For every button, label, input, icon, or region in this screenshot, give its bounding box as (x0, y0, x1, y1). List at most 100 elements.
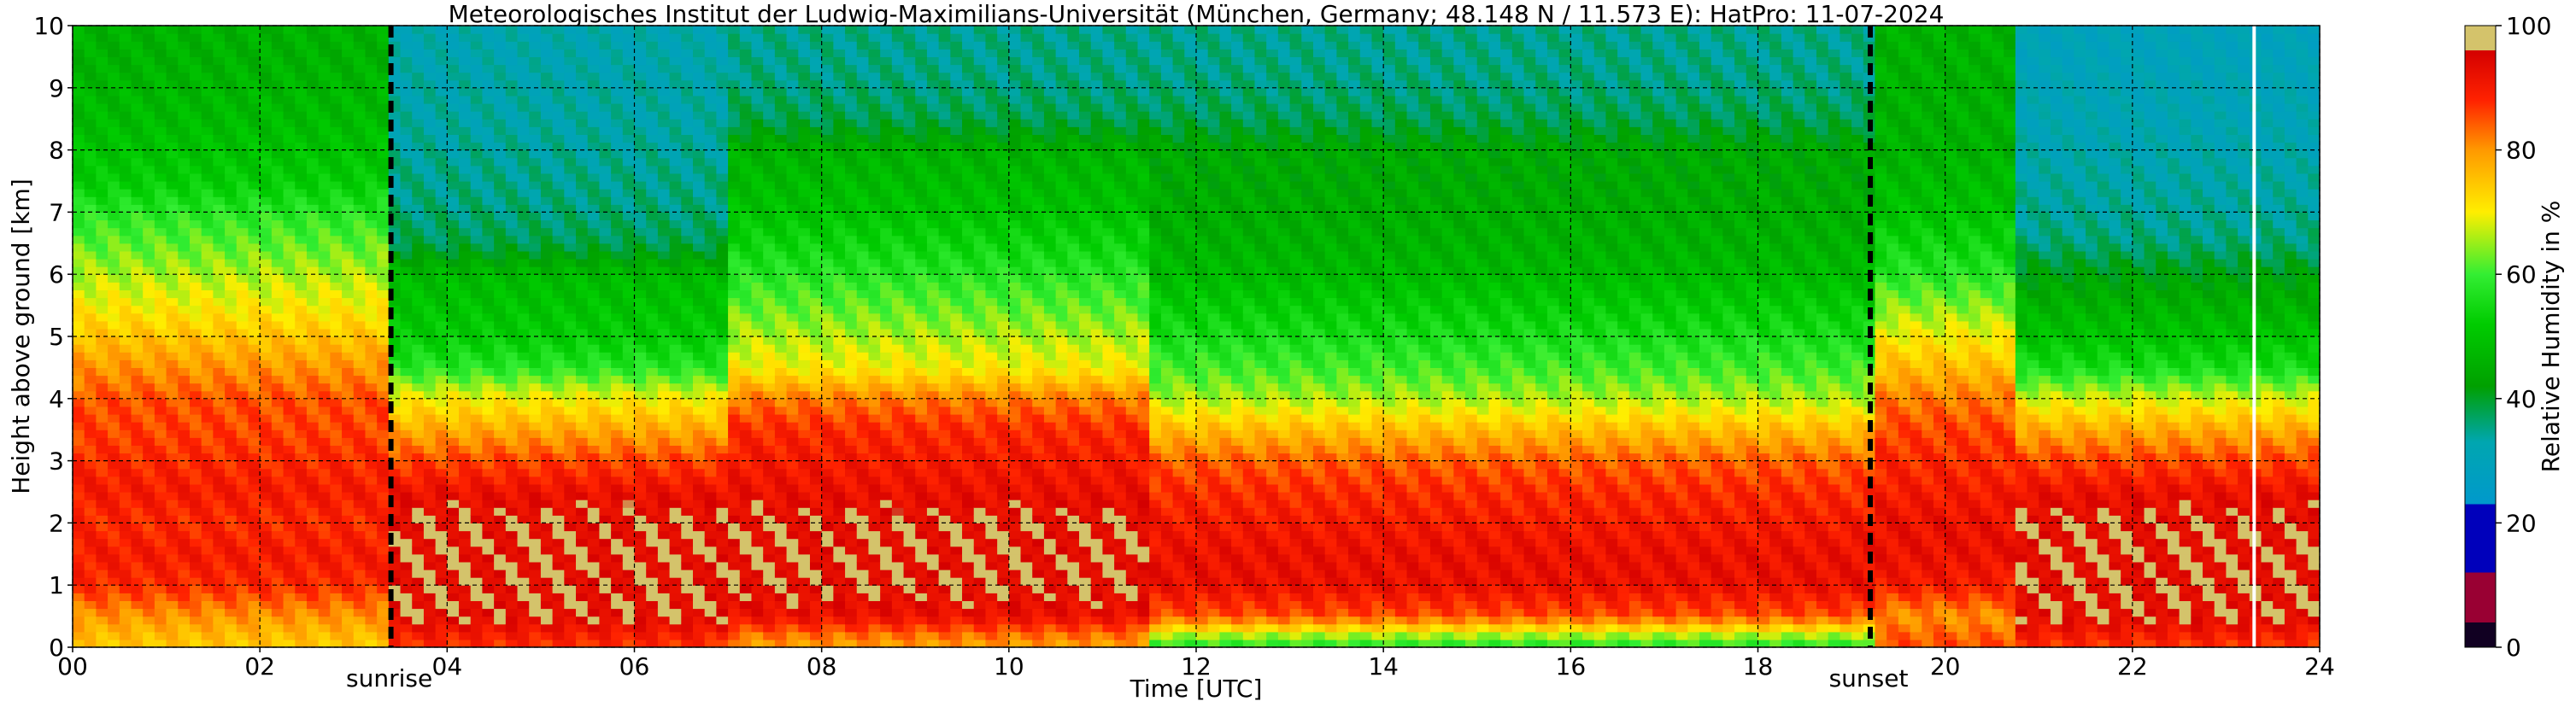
heatmap-cell (669, 297, 682, 307)
heatmap-cell (108, 95, 120, 104)
heatmap-cell (728, 468, 741, 477)
heatmap-cell (564, 631, 577, 640)
heatmap-cell (739, 445, 753, 454)
heatmap-cell (330, 165, 343, 174)
heatmap-cell (388, 616, 402, 625)
heatmap-cell (435, 390, 448, 400)
heatmap-cell (459, 134, 472, 143)
heatmap-cell (318, 561, 331, 570)
heatmap-cell (388, 398, 402, 407)
heatmap-cell (587, 64, 601, 73)
heatmap-cell (529, 390, 542, 400)
heatmap-cell (365, 172, 378, 182)
heatmap-cell (435, 157, 448, 167)
heatmap-cell (459, 212, 472, 221)
heatmap-cell (236, 305, 249, 314)
heatmap-cell (564, 600, 577, 610)
heatmap-cell (213, 429, 226, 438)
heatmap-cell (739, 313, 753, 322)
heatmap-cell (400, 585, 413, 593)
heatmap-cell (470, 282, 484, 290)
heatmap-cell (470, 460, 484, 470)
heatmap-cell (517, 227, 530, 237)
heatmap-cell (400, 134, 413, 143)
heatmap-cell (342, 64, 355, 73)
heatmap-cell (400, 507, 413, 516)
heatmap-cell (622, 453, 636, 462)
heatmap-cell (306, 181, 320, 190)
heatmap-cell (739, 593, 753, 601)
heatmap-cell (412, 204, 425, 213)
heatmap-cell (470, 530, 484, 540)
heatmap-cell (716, 204, 729, 213)
heatmap-cell (634, 553, 647, 563)
heatmap-cell (201, 468, 214, 477)
heatmap-cell (435, 119, 448, 127)
heatmap-cell (704, 165, 717, 174)
heatmap-cell (482, 483, 495, 493)
heatmap-cell (587, 359, 601, 368)
heatmap-cell (131, 87, 144, 96)
heatmap-cell (365, 383, 378, 392)
heatmap-cell (178, 460, 191, 470)
heatmap-cell (143, 212, 155, 221)
heatmap-cell (763, 429, 776, 438)
heatmap-cell (634, 631, 647, 640)
heatmap-cell (236, 313, 249, 322)
heatmap-cell (271, 437, 285, 446)
heatmap-cell (622, 126, 636, 135)
heatmap-cell (248, 134, 261, 143)
heatmap-cell (494, 429, 507, 438)
heatmap-cell (669, 142, 682, 151)
heatmap-cell (564, 313, 577, 322)
heatmap-cell (154, 181, 167, 190)
heatmap-cell (447, 227, 460, 237)
heatmap-cell (552, 523, 565, 532)
heatmap-cell (131, 126, 144, 135)
heatmap-cell (73, 593, 85, 601)
heatmap-cell (283, 266, 296, 275)
heatmap-cell (318, 227, 331, 237)
heatmap-cell (306, 515, 320, 523)
heatmap-cell (564, 538, 577, 547)
heatmap-cell (225, 585, 238, 593)
heatmap-cell (657, 375, 671, 384)
heatmap-cell (131, 437, 144, 446)
heatmap-cell (166, 398, 179, 407)
heatmap-cell (154, 600, 167, 610)
heatmap-cell (400, 26, 413, 34)
heatmap-cell (248, 623, 261, 633)
heatmap-cell (646, 189, 659, 197)
heatmap-cell (388, 406, 402, 415)
heatmap-cell (306, 367, 320, 377)
heatmap-cell (587, 553, 601, 563)
heatmap-cell (365, 157, 378, 167)
heatmap-cell (377, 570, 390, 578)
heatmap-cell (634, 593, 647, 601)
heatmap-cell (728, 266, 741, 275)
heatmap-cell (494, 95, 507, 104)
heatmap-cell (786, 546, 799, 555)
heatmap-cell (73, 468, 85, 477)
heatmap-cell (225, 33, 238, 42)
heatmap-cell (166, 111, 179, 120)
heatmap-cell (599, 492, 612, 500)
heatmap-cell (494, 352, 507, 360)
heatmap-cell (646, 515, 659, 523)
heatmap-cell (669, 149, 682, 159)
heatmap-cell (447, 515, 460, 523)
heatmap-cell (412, 561, 425, 570)
heatmap-cell (143, 189, 155, 197)
heatmap-cell (669, 585, 682, 593)
heatmap-cell (704, 328, 717, 337)
heatmap-cell (318, 631, 331, 640)
heatmap-cell (728, 406, 741, 415)
heatmap-cell (201, 398, 214, 407)
heatmap-cell (692, 336, 706, 345)
heatmap-cell (353, 623, 367, 633)
heatmap-cell (201, 79, 214, 89)
heatmap-cell (73, 553, 85, 563)
heatmap-cell (330, 631, 343, 640)
heatmap-cell (587, 49, 601, 57)
heatmap-cell (236, 507, 249, 516)
